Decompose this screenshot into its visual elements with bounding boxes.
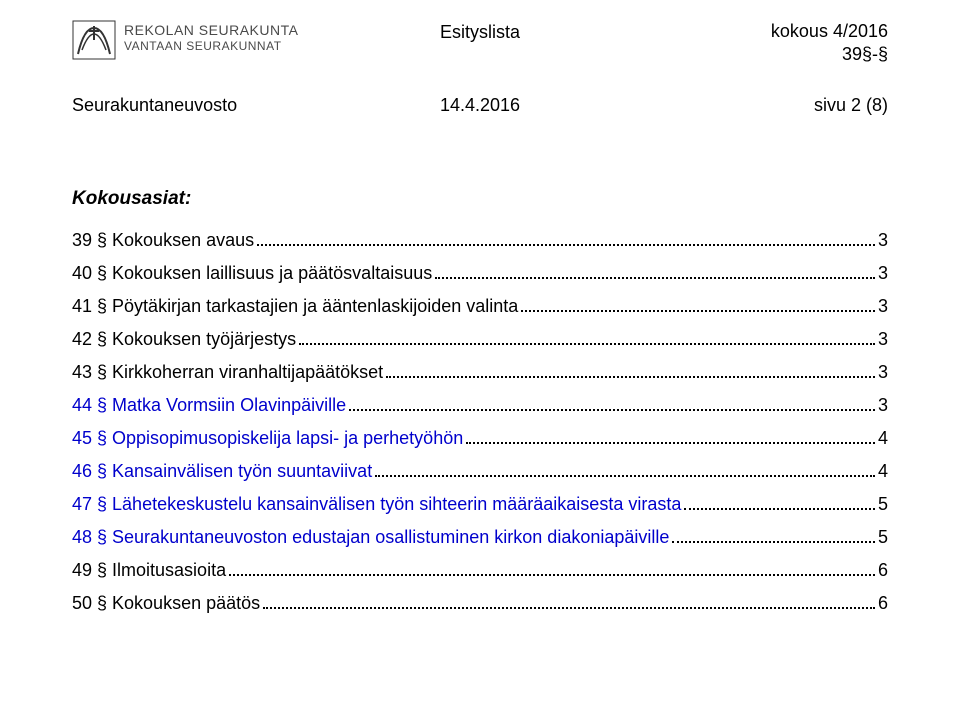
toc-entry: 46 § Kansainvälisen työn suuntaviivat 4 [72,461,888,482]
toc-page-number: 6 [878,560,888,581]
toc-leader-dots [257,244,875,246]
toc-entry: 41 § Pöytäkirjan tarkastajien ja ääntenl… [72,296,888,317]
toc-page-number: 3 [878,296,888,317]
toc-leader-dots [466,442,875,444]
section-range: 39§-§ [771,43,888,66]
toc-entry: 48 § Seurakuntaneuvoston edustajan osall… [72,527,888,548]
toc-label: 44 § Matka Vormsiin Olavinpäiville [72,395,346,416]
toc-leader-dots [684,508,875,510]
toc-page-number: 6 [878,593,888,614]
toc-leader-dots [299,343,875,345]
toc-leader-dots [435,277,875,279]
subheader: Seurakuntaneuvosto 14.4.2016 sivu 2 (8) [72,95,888,116]
toc-label: 47 § Lähetekeskustelu kansainvälisen työ… [72,494,681,515]
toc-page-number: 4 [878,461,888,482]
toc-entry: 47 § Lähetekeskustelu kansainvälisen työ… [72,494,888,515]
toc-page-number: 4 [878,428,888,449]
document-page: Esityslista REKOLAN SEURAKUNTA VANTAAN S… [0,0,960,708]
toc-page-number: 3 [878,329,888,350]
toc-label: 43 § Kirkkoherran viranhaltijapäätökset [72,362,383,383]
toc-page-number: 5 [878,527,888,548]
toc-label: 42 § Kokouksen työjärjestys [72,329,296,350]
toc-label: 46 § Kansainvälisen työn suuntaviivat [72,461,372,482]
toc-entry: 50 § Kokouksen päätös 6 [72,593,888,614]
meeting-date: 14.4.2016 [0,95,960,116]
toc-label: 45 § Oppisopimusopiskelija lapsi- ja per… [72,428,463,449]
toc-entry: 43 § Kirkkoherran viranhaltijapäätökset 3 [72,362,888,383]
doc-type: Esityslista [0,22,960,43]
toc-label: 40 § Kokouksen laillisuus ja päätösvalta… [72,263,432,284]
toc-leader-dots [349,409,875,411]
toc-leader-dots [263,607,875,609]
toc-page-number: 3 [878,230,888,251]
toc-entry: 40 § Kokouksen laillisuus ja päätösvalta… [72,263,888,284]
toc-label: 48 § Seurakuntaneuvoston edustajan osall… [72,527,669,548]
toc-entry: 49 § Ilmoitusasioita 6 [72,560,888,581]
toc-page-number: 3 [878,263,888,284]
toc-page-number: 3 [878,395,888,416]
toc-entry: 39 § Kokouksen avaus 3 [72,230,888,251]
toc-leader-dots [386,376,875,378]
toc-entry: 42 § Kokouksen työjärjestys 3 [72,329,888,350]
toc-leader-dots [672,541,875,543]
toc-page-number: 3 [878,362,888,383]
toc-title: Kokousasiat: [72,188,888,210]
toc-label: 39 § Kokouksen avaus [72,230,254,251]
table-of-contents: 39 § Kokouksen avaus 3 40 § Kokouksen lail… [72,230,888,614]
toc-label: 49 § Ilmoitusasioita [72,560,226,581]
toc-entry: 44 § Matka Vormsiin Olavinpäiville 3 [72,395,888,416]
toc-label: 50 § Kokouksen päätös [72,593,260,614]
toc-label: 41 § Pöytäkirjan tarkastajien ja ääntenl… [72,296,518,317]
toc-entry: 45 § Oppisopimusopiskelija lapsi- ja per… [72,428,888,449]
toc-page-number: 5 [878,494,888,515]
toc-leader-dots [521,310,875,312]
toc-leader-dots [375,475,875,477]
toc-leader-dots [229,574,875,576]
